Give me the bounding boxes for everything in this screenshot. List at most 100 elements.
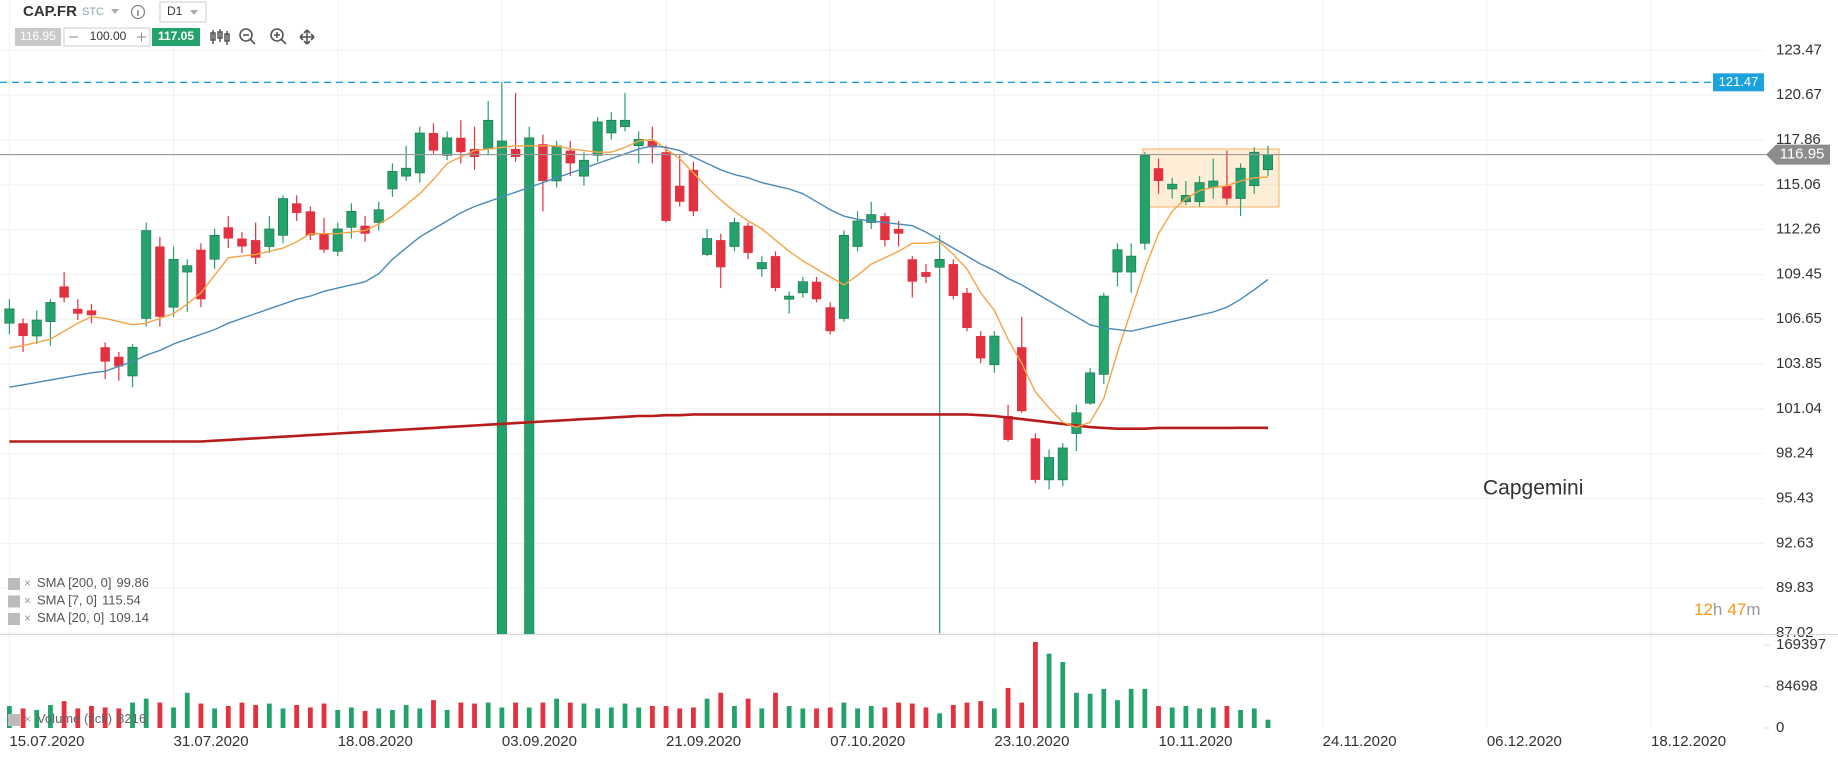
volume-bar	[444, 709, 450, 728]
volume-bar	[1074, 692, 1079, 728]
candle-body	[1222, 185, 1232, 199]
candle-body	[250, 240, 261, 258]
legend-entry: SMA [20, 0] 109.14	[37, 610, 149, 625]
legend-value: 115.54	[102, 593, 141, 608]
candle-body	[770, 256, 781, 289]
move-icon[interactable]	[299, 29, 315, 45]
volume-bar	[677, 708, 683, 728]
candle-body	[387, 171, 398, 190]
volume-bar	[157, 702, 163, 728]
volume-bar	[1087, 693, 1093, 728]
price-tag	[1766, 144, 1830, 165]
candle-body	[866, 214, 877, 223]
volume-bar	[732, 706, 737, 728]
candle-body	[346, 211, 357, 228]
x-tick-label: 23.10.2020	[994, 733, 1069, 750]
candle-body	[838, 235, 849, 319]
candle-body	[921, 272, 931, 277]
dropdown-arrow[interactable]	[190, 10, 198, 15]
alert-tag	[1713, 73, 1764, 92]
candle-body	[168, 258, 179, 308]
legend-name: SMA [20, 0]	[37, 610, 104, 625]
info-icon[interactable]	[130, 4, 146, 20]
volume-bar	[1224, 706, 1230, 728]
zoom-in-icon[interactable]	[270, 28, 287, 45]
volume-legend: × Volume (tick) 8216	[8, 711, 146, 726]
volume-bar	[362, 710, 368, 728]
volume-bar	[827, 707, 833, 728]
candle-body	[1098, 295, 1109, 375]
volume-box[interactable]	[63, 27, 151, 47]
y-tick-label: 120.67	[1776, 86, 1822, 103]
symbol[interactable]: CAP.FR	[23, 3, 77, 20]
candle-body	[1167, 183, 1178, 190]
candle-body	[784, 295, 795, 300]
candle-body	[716, 240, 726, 268]
candle-body	[483, 119, 494, 150]
volume-name: Volume (tick)	[37, 711, 112, 726]
candle-body	[4, 308, 15, 324]
legend-icon[interactable]	[8, 714, 20, 726]
candle-body	[592, 121, 603, 156]
volume-input[interactable]: 100.00	[90, 29, 127, 43]
volume-bar	[321, 703, 327, 728]
volume-bar	[1019, 702, 1025, 728]
candle-body	[934, 258, 945, 268]
legend-close[interactable]: ×	[24, 594, 31, 608]
market: STC	[82, 6, 104, 18]
candle-body	[360, 225, 370, 234]
legend-value: 109.14	[109, 610, 149, 625]
legend-close[interactable]: ×	[24, 576, 31, 590]
volume-bar	[622, 703, 628, 728]
volume-bar	[1142, 688, 1148, 728]
legend-entry: SMA [7, 0] 115.54	[37, 593, 141, 608]
candle-body	[196, 249, 206, 300]
candle-body	[1235, 167, 1246, 199]
volume-bar	[75, 708, 81, 728]
ask-box[interactable]	[152, 28, 200, 46]
candle-body	[551, 145, 562, 182]
candle-body	[907, 259, 917, 282]
volume-bar	[403, 705, 409, 728]
y-tick-label: 109.45	[1776, 265, 1822, 282]
volume-bar	[266, 703, 272, 728]
candle-body	[1030, 438, 1041, 480]
volume-bar	[1046, 653, 1052, 728]
volume-bar	[964, 702, 970, 728]
candle-body	[1071, 412, 1082, 434]
candle-body	[86, 310, 97, 316]
candle-body	[661, 152, 671, 221]
candle-body	[962, 292, 972, 329]
price-tag-label: 116.95	[1780, 146, 1825, 163]
candle-body	[619, 119, 630, 127]
candle-body	[496, 140, 507, 634]
zoom-out-icon[interactable]	[239, 28, 256, 45]
countdown-unit: m	[1746, 600, 1760, 619]
volume-bar	[390, 709, 395, 728]
close-icon[interactable]: ×	[24, 712, 31, 726]
y-tick-label: 98.24	[1776, 445, 1814, 462]
y-tick-label: 123.47	[1776, 41, 1822, 58]
x-tick-label: 31.07.2020	[174, 733, 249, 750]
legend-close[interactable]: ×	[24, 611, 31, 625]
candle-body	[948, 264, 959, 297]
volume-bar	[567, 702, 573, 728]
chart-type-icon[interactable]	[210, 29, 230, 45]
candle-body	[291, 203, 302, 213]
volume-bar	[649, 706, 655, 728]
volume-bar	[909, 703, 915, 728]
indicators	[9, 138, 1269, 443]
volume-bar	[581, 703, 587, 728]
candle-body	[237, 238, 247, 247]
volume-bar	[663, 706, 669, 728]
x-tick-label: 24.11.2020	[1323, 733, 1397, 750]
chart-title: Capgemini	[1483, 477, 1583, 500]
timeframe-box[interactable]	[159, 1, 207, 23]
volume-bar	[786, 706, 792, 728]
candle-body	[1194, 182, 1205, 203]
volume-bar	[1156, 706, 1161, 728]
candle-body	[606, 119, 617, 134]
countdown-hours: 12	[1694, 600, 1713, 619]
dropdown-arrow[interactable]	[111, 9, 119, 14]
bid-box[interactable]	[15, 28, 61, 46]
